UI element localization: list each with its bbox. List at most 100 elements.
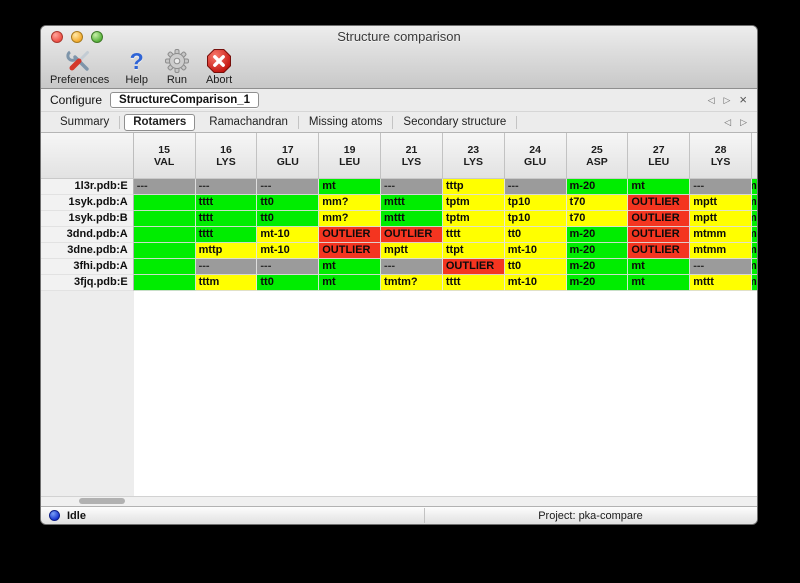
rotamer-cell[interactable]: --- [381, 259, 443, 275]
rotamer-cell[interactable]: mtmm [690, 227, 753, 243]
rotamer-cell[interactable]: m-20 [566, 227, 629, 243]
rotamer-cell[interactable]: --- [257, 179, 320, 195]
rotamer-cell[interactable]: --- [257, 259, 320, 275]
rotamer-cell[interactable]: t [133, 195, 196, 211]
rotamer-cell[interactable]: OUTLIER [628, 243, 691, 259]
tab-secondary-structure[interactable]: Secondary structure [393, 115, 518, 129]
scrollbar-thumb[interactable] [79, 498, 125, 504]
rotamer-cell[interactable]: OUTLIER [628, 227, 691, 243]
close-icon[interactable]: × [739, 92, 747, 107]
column-header-19[interactable]: 19 LEU [319, 133, 382, 179]
rotamer-cell[interactable]: m [752, 243, 757, 259]
column-header-16[interactable]: 16 LYS [195, 133, 258, 179]
rotamer-cell[interactable]: t [133, 275, 196, 291]
rotamer-cell[interactable]: tttt [195, 227, 258, 243]
tab-rotamers[interactable]: Rotamers [124, 113, 196, 131]
rotamer-cell[interactable]: mptt [381, 243, 443, 259]
next-arrow-icon[interactable]: ▷ [740, 117, 747, 127]
rotamer-cell[interactable]: mt-10 [504, 243, 567, 259]
rotamer-cell[interactable]: mt [319, 275, 382, 291]
rotamer-cell[interactable]: tt0 [504, 259, 567, 275]
rotamer-cell[interactable]: --- [195, 259, 258, 275]
rotamer-cell[interactable]: mt [628, 259, 691, 275]
rotamer-cell[interactable]: OUTLIER [628, 195, 691, 211]
rotamer-cell[interactable]: OUTLIER [319, 243, 382, 259]
row-label-1syk-pdb-b[interactable]: 1syk.pdb:B [41, 211, 134, 227]
toolbar-button-help[interactable]: ? Help [125, 47, 148, 87]
rotamer-cell[interactable]: mttt [690, 275, 753, 291]
column-header-27[interactable]: 27 LEU [628, 133, 691, 179]
rotamer-cell[interactable]: --- [690, 179, 753, 195]
rotamer-cell[interactable]: mttt [381, 195, 443, 211]
rotamer-cell[interactable]: mt [628, 179, 691, 195]
rotamer-cell[interactable]: m [752, 195, 757, 211]
rotamer-cell[interactable]: t [133, 243, 196, 259]
rotamer-cell[interactable]: tt0 [257, 211, 320, 227]
rotamer-cell[interactable]: tmtm? [381, 275, 443, 291]
rotamer-cell[interactable]: OUTLIER [628, 211, 691, 227]
rotamer-cell[interactable]: m [752, 259, 757, 275]
prev-arrow-icon[interactable]: ◁ [707, 95, 715, 105]
rotamer-cell[interactable]: --- [133, 179, 196, 195]
rotamer-cell[interactable]: m-20 [566, 243, 629, 259]
rotamer-cell[interactable]: --- [381, 179, 443, 195]
column-header-28[interactable]: 28 LYS [690, 133, 753, 179]
rotamer-cell[interactable]: mptt [690, 195, 753, 211]
column-header-24[interactable]: 24 GLU [504, 133, 567, 179]
rotamer-cell[interactable]: --- [690, 259, 753, 275]
row-label-3fjq-pdb-e[interactable]: 3fjq.pdb:E [41, 275, 134, 291]
rotamer-cell[interactable]: t [133, 227, 196, 243]
rotamer-cell[interactable]: m-20 [566, 275, 629, 291]
column-header-25[interactable]: 25 ASP [566, 133, 629, 179]
rotamer-cell[interactable]: mptt [690, 211, 753, 227]
rotamer-cell[interactable]: mt-10 [504, 275, 567, 291]
rotamer-cell[interactable]: tttt [195, 211, 258, 227]
rotamer-cell[interactable]: tt0 [257, 275, 320, 291]
rotamer-cell[interactable]: mm? [319, 211, 382, 227]
rotamer-cell[interactable]: tptm [442, 195, 505, 211]
rotamer-cell[interactable]: --- [504, 179, 567, 195]
rotamer-cell[interactable]: m [752, 275, 757, 291]
rotamer-cell[interactable]: mt-10 [257, 243, 320, 259]
rotamer-cell[interactable]: tptm [442, 211, 505, 227]
rotamer-cell[interactable]: tt0 [504, 227, 567, 243]
tab-summary[interactable]: Summary [50, 115, 121, 129]
prev-arrow-icon[interactable]: ◁ [724, 117, 732, 127]
minimize-window-button[interactable] [71, 30, 83, 43]
rotamer-cell[interactable]: tttt [442, 227, 505, 243]
rotamer-cell[interactable]: m [752, 179, 757, 195]
rotamer-cell[interactable]: tttt [442, 275, 505, 291]
rotamer-cell[interactable]: t [133, 211, 196, 227]
titlebar[interactable]: Structure comparison [41, 26, 757, 47]
horizontal-scrollbar[interactable] [41, 496, 757, 506]
rotamer-cell[interactable]: --- [195, 179, 258, 195]
rotamer-cell[interactable]: OUTLIER [319, 227, 382, 243]
rotamer-cell[interactable]: mt-10 [257, 227, 320, 243]
rotamer-cell[interactable]: tttp [442, 179, 505, 195]
configure-tab-structurecomparison-1[interactable]: StructureComparison_1 [110, 92, 260, 108]
toolbar-button-preferences[interactable]: Preferences [50, 47, 109, 86]
row-label-3dne-pdb-a[interactable]: 3dne.pdb:A [41, 243, 134, 259]
rotamer-cell[interactable]: ttpt [442, 243, 505, 259]
row-label-1syk-pdb-a[interactable]: 1syk.pdb:A [41, 195, 134, 211]
column-header-15[interactable]: 15 VAL [133, 133, 196, 179]
rotamer-cell[interactable]: mt [319, 259, 382, 275]
zoom-window-button[interactable] [91, 30, 103, 43]
rotamer-cell[interactable]: m [752, 227, 757, 243]
rotamer-cell[interactable]: mtmm [690, 243, 753, 259]
rotamer-cell[interactable]: mttp [195, 243, 258, 259]
rotamer-cell[interactable]: tp10 [504, 195, 567, 211]
rotamer-cell[interactable]: OUTLIER [381, 227, 443, 243]
rotamer-cell[interactable]: mm? [319, 195, 382, 211]
rotamer-cell[interactable]: tp10 [504, 211, 567, 227]
rotamer-cell[interactable]: mt [628, 275, 691, 291]
row-label-3fhi-pdb-a[interactable]: 3fhi.pdb:A [41, 259, 134, 275]
close-window-button[interactable] [51, 30, 63, 43]
toolbar-button-abort[interactable]: Abort [206, 47, 232, 86]
column-header-23[interactable]: 23 LYS [442, 133, 505, 179]
tab-ramachandran[interactable]: Ramachandran [199, 115, 299, 129]
toolbar-button-run[interactable]: Run [164, 47, 190, 86]
column-header-21[interactable]: 21 LYS [381, 133, 443, 179]
rotamer-cell[interactable]: m-20 [566, 259, 629, 275]
next-arrow-icon[interactable]: ▷ [723, 95, 731, 105]
